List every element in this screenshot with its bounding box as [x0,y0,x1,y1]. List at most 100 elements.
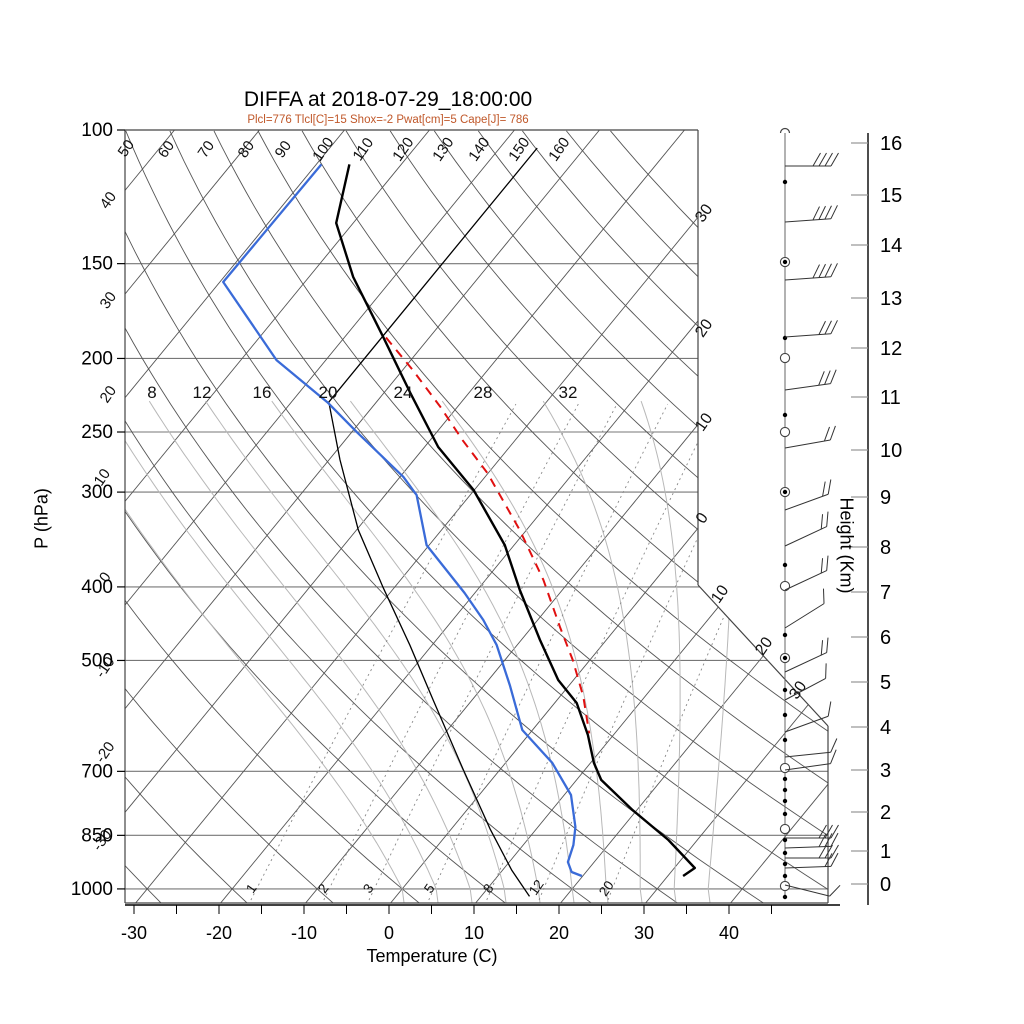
dry-adiabat-line [169,130,828,903]
tick-label: 80 [235,138,258,161]
wind-barb-feather [818,824,827,839]
wind-barb-feather [830,824,839,839]
staff-dot [782,712,788,718]
pressure-axis: 100 150 200 250 300 400 500 700 850 1000 [71,120,125,900]
dry-adiabat-line [301,130,828,903]
wind-barb-shaft [784,763,831,771]
wind-barb-shaft [784,333,831,338]
staff-dot [782,737,788,743]
wind-barb-feather [824,152,833,167]
tick-label: 300 [81,482,113,503]
dry-adiabats-group [125,130,828,903]
wind-barb-feather [830,263,838,278]
wind-barb-feather [827,701,832,717]
tick-label: 1000 [71,879,113,900]
tick-label: 30 [786,678,810,702]
isotherm-line [125,130,600,903]
tick-label: 120 [389,134,417,164]
tick-label: 16 [253,383,272,402]
wind-barb-shaft [784,603,825,629]
wind-barb-shaft [784,652,827,673]
staff-circle [779,762,791,774]
moist-adiabats-group [125,400,733,903]
wind-barb-feather [824,833,833,847]
staff-dot [782,412,788,418]
tick-label: 8 [880,537,891,559]
tick-label: 16 [880,133,902,155]
wind-barb-feather [824,824,833,839]
tick-label: 14 [880,235,902,257]
isotherm-line [558,130,828,903]
mixing-ratio-line [426,403,669,903]
tick-label: 32 [559,383,578,402]
wind-barb-feather [812,264,820,279]
mixing-ratio-line [247,403,517,903]
tick-label: 10 [692,410,716,434]
wind-barb-shaft [784,570,827,591]
staff-dot [782,655,788,661]
tick-label: 2 [315,881,332,896]
wind-barb-feather [826,511,829,527]
wind-barb-feather [824,320,832,335]
wind-barb-feather [823,426,830,442]
moist-adiabat-line [205,400,507,903]
tick-label: 0 [384,923,394,943]
staff-dot [782,798,788,804]
staff-dot [782,894,788,900]
isobars-group [125,130,828,890]
wind-barb-feather [830,152,839,167]
dry-adiabat-line [610,130,828,903]
wind-barb-feather [822,588,825,604]
tick-label: 7 [880,582,891,604]
dry-adiabat-line [125,130,509,903]
moist-adiabat-line [125,400,439,903]
tick-label: 12 [526,877,547,898]
tick-label: 12 [880,338,902,360]
staff-circle [779,580,791,592]
tick-label: 15 [880,185,902,207]
tick-label: -20 [206,923,232,943]
wind-barb-shaft [784,439,831,449]
tick-label: 1 [243,881,260,896]
wind-barb-feather [829,884,841,897]
isotherm-line [125,130,430,903]
tick-label: 110 [349,135,377,164]
tick-label: 8 [147,383,156,402]
wind-barb-shaft [784,865,831,869]
wind-barb-feather [830,844,839,859]
dry-adiabat-line [433,130,828,903]
tick-label: 24 [394,383,413,402]
isotherm-line [728,130,828,903]
tick-label: 9 [880,487,891,509]
isotherms-group [0,130,828,905]
frame-edge [697,584,829,727]
wind-barb-feather [829,425,836,441]
plot-area [0,130,828,905]
tick-label: 100 [81,120,113,141]
moist-adiabat-line [542,400,643,903]
dry-adiabat-line [566,130,828,903]
plot-frame [124,129,829,904]
temp-axis: -30 -20 -10 0 10 20 30 40 [121,904,840,943]
staff-circle [779,352,791,364]
isotherm-line [0,130,90,905]
wind-barb-feather [818,371,825,386]
tick-label: 20 [596,878,617,899]
tick-label: 0 [693,510,712,527]
dry-adiabat-line [477,130,828,903]
wind-barb-feather [818,320,826,335]
wind-barb-feather [830,369,837,384]
tick-label: 140 [465,134,493,164]
staff-dot [782,811,788,817]
tick-label: -10 [291,923,317,943]
tick-label: 3 [880,760,891,782]
tick-label: 30 [634,923,654,943]
tick-label: 5 [421,881,438,896]
staff-dot [782,632,788,638]
wind-barb-feather [824,205,832,220]
tick-label: 850 [81,825,113,846]
staff-circle [779,823,791,835]
wind-barb-shaft [784,677,826,701]
